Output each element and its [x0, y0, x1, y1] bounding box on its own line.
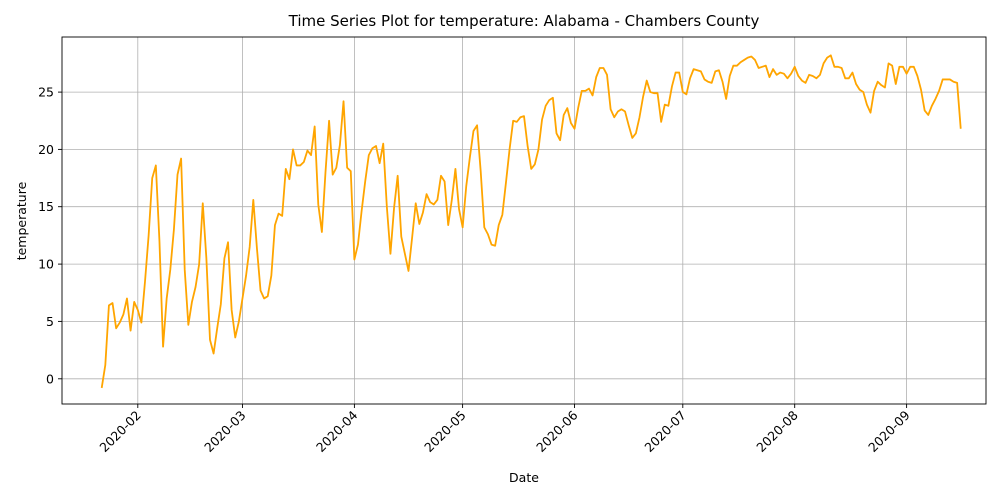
chart-title: Time Series Plot for temperature: Alabam…	[288, 12, 760, 30]
y-tick-label: 0	[46, 371, 54, 386]
y-tick-label: 5	[46, 314, 54, 329]
y-axis: 0 5 10 15 20 25	[38, 85, 62, 386]
x-axis-label: Date	[509, 470, 539, 485]
y-tick-label: 20	[38, 142, 54, 157]
y-tick-label: 15	[38, 199, 54, 214]
temperature-series-line	[100, 54, 962, 389]
y-axis-label: temperature	[14, 181, 29, 260]
y-tick-label: 25	[38, 85, 54, 100]
y-tick-label: 10	[38, 257, 54, 272]
plot-frame	[61, 36, 987, 405]
